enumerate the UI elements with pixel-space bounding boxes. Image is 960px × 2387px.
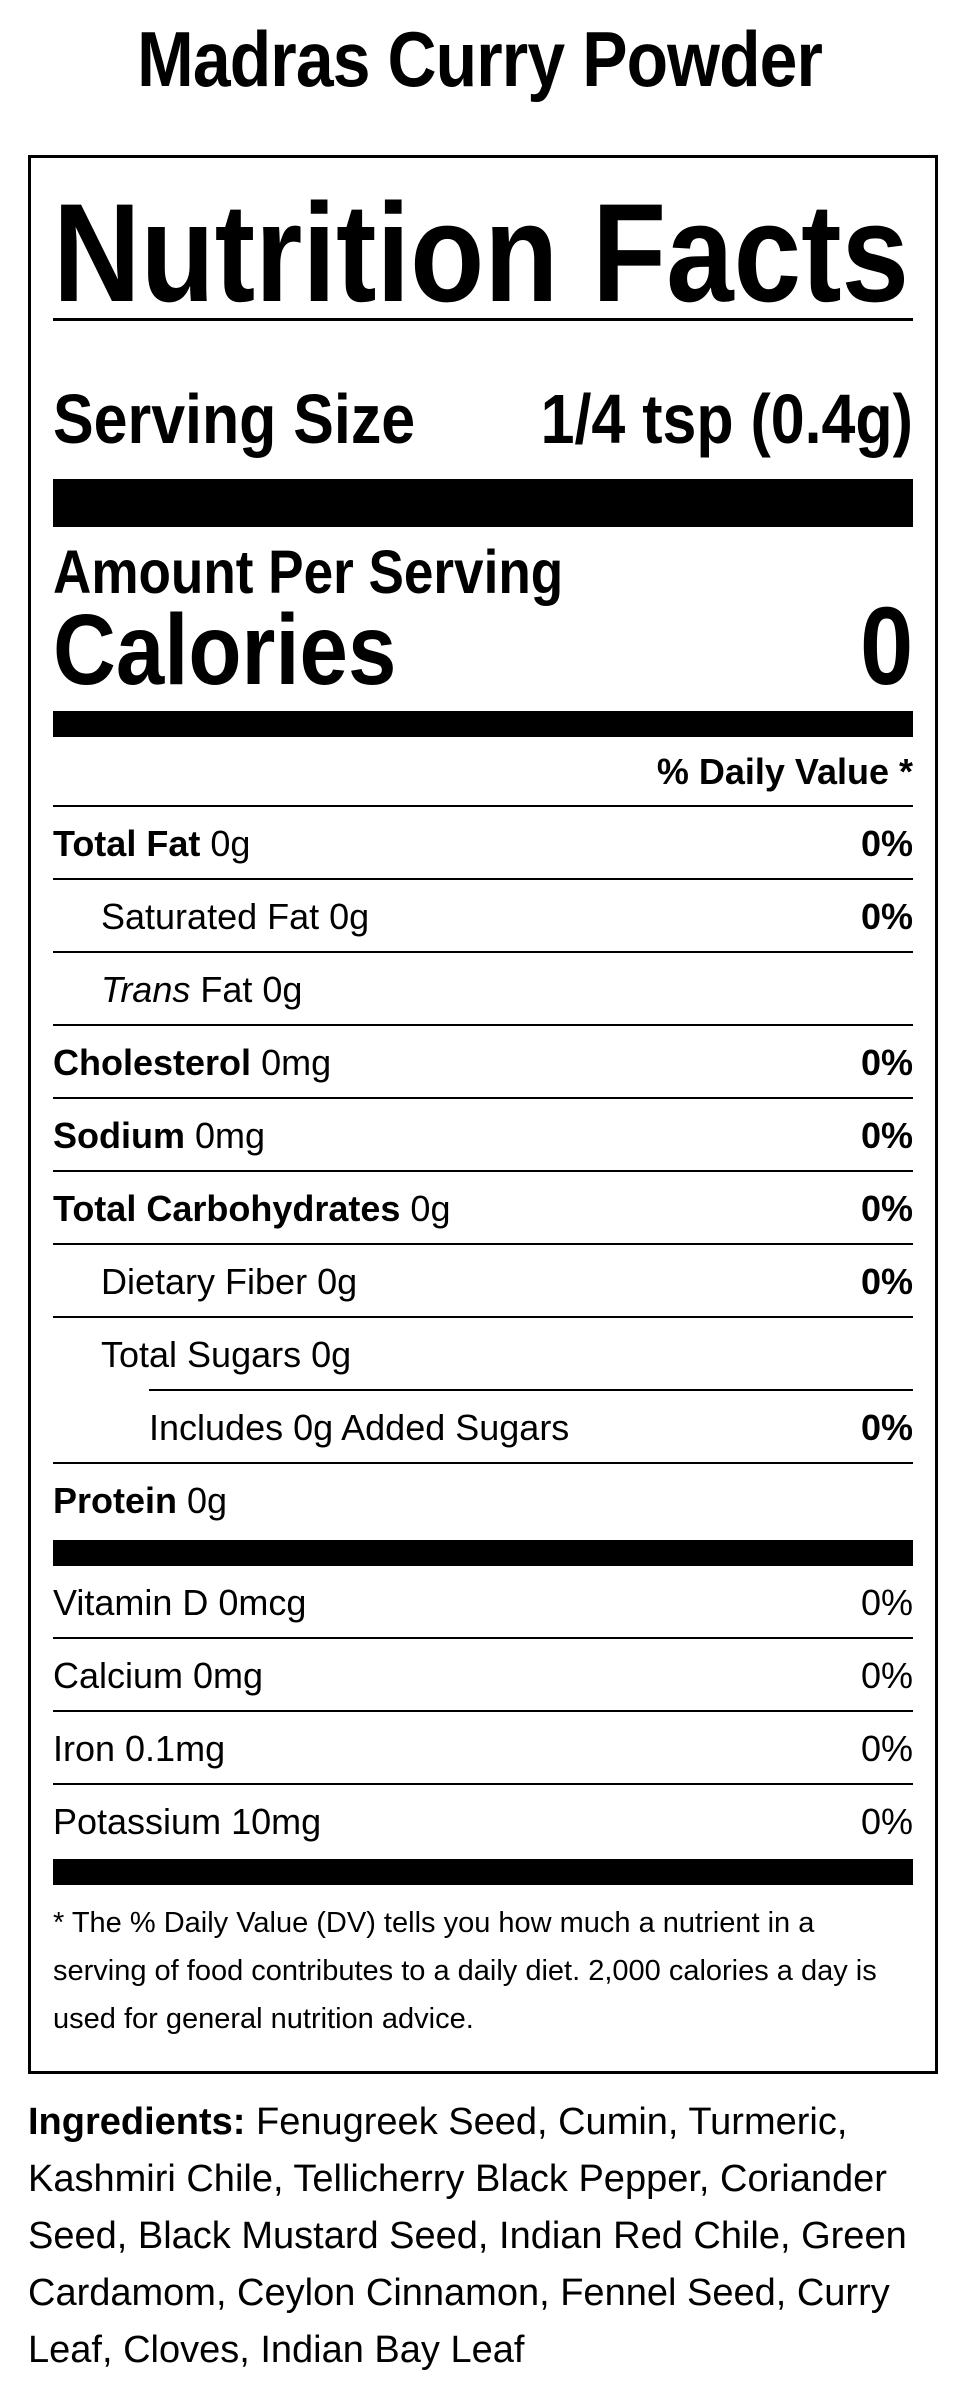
- vitamin-dv: 0%: [860, 1582, 913, 1623]
- nutrient-row-total-sugars: Total Sugars 0g: [53, 1318, 913, 1389]
- daily-value-footnote: * The % Daily Value (DV) tells you how m…: [53, 1907, 877, 2035]
- nutrition-facts-panel: Nutrition Facts Serving Size 1/4 tsp (0.…: [28, 155, 938, 2074]
- serving-size-row: Serving Size 1/4 tsp (0.4g): [53, 379, 913, 459]
- nutrient-name: Protein 0g: [53, 1480, 228, 1521]
- nutrient-dv: 0%: [860, 1188, 913, 1229]
- product-title: Madras Curry Powder: [0, 14, 960, 104]
- nutrient-name: Cholesterol 0mg: [53, 1042, 332, 1083]
- serving-size-label: Serving Size: [53, 380, 416, 458]
- calories-label: Calories: [53, 594, 397, 706]
- nutrient-name: Total Sugars 0g: [101, 1334, 352, 1375]
- nutrient-dv: 0%: [860, 1261, 913, 1302]
- nutrient-row-added-sugars: Includes 0g Added Sugars 0%: [53, 1391, 913, 1464]
- nutrient-name: Total Carbohydrates 0g: [53, 1188, 451, 1229]
- vitamin-dv: 0%: [860, 1728, 913, 1769]
- product-title-text: Madras Curry Powder: [137, 15, 824, 103]
- vitamin-name: Iron 0.1mg: [53, 1728, 226, 1769]
- amount-per-serving-label: Amount Per Serving: [53, 538, 564, 606]
- divider-bar-footnote: [53, 1859, 913, 1885]
- nutrient-row-total-carbohydrates: Total Carbohydrates 0g 0%: [53, 1172, 913, 1245]
- calories-row: Calories 0: [53, 585, 913, 708]
- calories-value: 0: [859, 585, 913, 708]
- vitamin-dv: 0%: [860, 1655, 913, 1696]
- nutrient-row-sodium: Sodium 0mg 0%: [53, 1099, 913, 1172]
- vitamin-name: Vitamin D 0mcg: [53, 1582, 307, 1623]
- vitamin-row-potassium: Potassium 10mg 0%: [53, 1785, 913, 1859]
- daily-value-header: % Daily Value *: [53, 737, 913, 807]
- nutrient-dv: 0%: [860, 1115, 913, 1156]
- nutrient-name: Includes 0g Added Sugars: [149, 1407, 570, 1448]
- nutrition-facts-heading: Nutrition Facts: [53, 174, 909, 318]
- nutrient-row-saturated-fat: Saturated Fat 0g 0%: [53, 880, 913, 953]
- nutrient-name: Dietary Fiber 0g: [101, 1261, 358, 1302]
- nutrient-dv: 0%: [860, 896, 913, 937]
- nutrient-name: Saturated Fat 0g: [101, 896, 370, 937]
- vitamin-dv: 0%: [860, 1801, 913, 1842]
- nutrient-dv: 0%: [860, 1042, 913, 1083]
- nutrient-dv: 0%: [860, 823, 913, 864]
- nutrient-row-protein: Protein 0g: [53, 1464, 913, 1540]
- vitamin-row-vitamin-d: Vitamin D 0mcg 0%: [53, 1566, 913, 1639]
- nutrient-row-cholesterol: Cholesterol 0mg 0%: [53, 1026, 913, 1099]
- ingredients-paragraph: Ingredients: Fenugreek Seed, Cumin, Turm…: [28, 2094, 938, 2379]
- ingredients-label: Ingredients:: [28, 2101, 246, 2143]
- vitamin-name: Calcium 0mg: [53, 1655, 264, 1696]
- nutrient-name: Sodium 0mg: [53, 1115, 266, 1156]
- nutrient-dv: 0%: [860, 1407, 913, 1448]
- nutrient-name: Total Fat 0g: [53, 823, 251, 864]
- vitamin-row-calcium: Calcium 0mg 0%: [53, 1639, 913, 1712]
- heading-rule: [53, 318, 913, 321]
- vitamin-name: Potassium 10mg: [53, 1801, 322, 1842]
- nutrient-row-total-fat: Total Fat 0g 0%: [53, 807, 913, 880]
- divider-bar-thick: [53, 479, 913, 527]
- nutrient-name: Trans Fat 0g: [101, 969, 303, 1010]
- added-sugars-rule: [149, 1389, 913, 1391]
- nutrition-facts-heading-text: Nutrition Facts: [53, 174, 909, 318]
- nutrient-row-dietary-fiber: Dietary Fiber 0g 0%: [53, 1245, 913, 1318]
- ingredients-text: Fenugreek Seed, Cumin, Turmeric, Kashmir…: [28, 2101, 907, 2371]
- nutrient-row-trans-fat: Trans Fat 0g: [53, 953, 913, 1026]
- divider-bar-calories: [53, 711, 913, 737]
- divider-bar-vitamins: [53, 1540, 913, 1566]
- serving-size-value: 1/4 tsp (0.4g): [540, 380, 913, 458]
- vitamin-row-iron: Iron 0.1mg 0%: [53, 1712, 913, 1785]
